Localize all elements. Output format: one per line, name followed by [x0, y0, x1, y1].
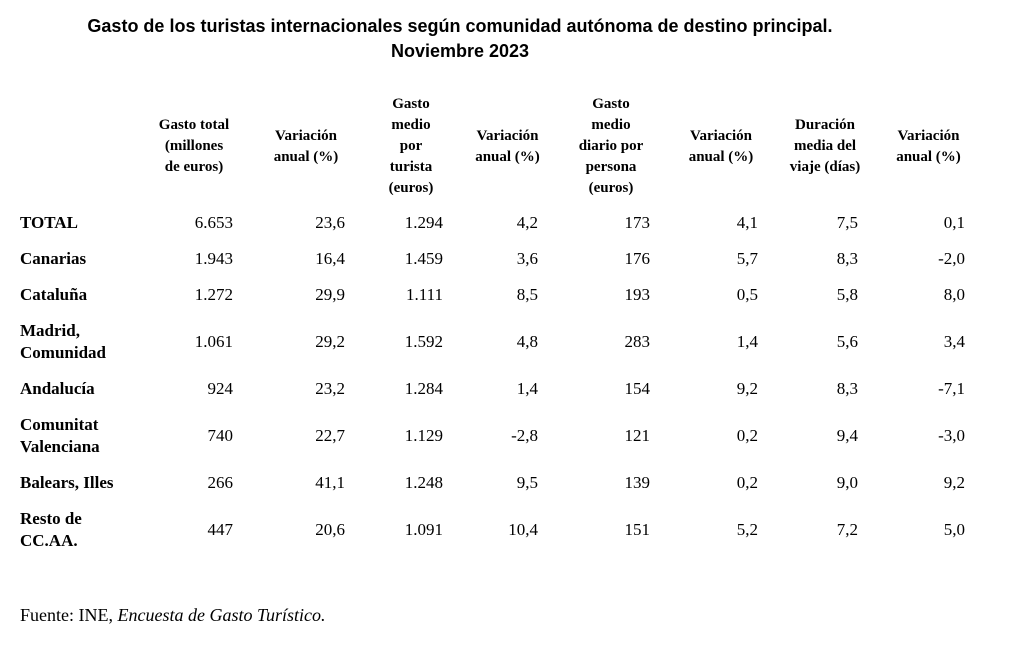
cell: 5,7 — [736, 249, 758, 268]
cell: 447 — [207, 520, 234, 539]
cell: 740 — [207, 426, 234, 445]
cell: 1.091 — [404, 520, 443, 539]
cell: 4,2 — [516, 213, 538, 232]
cell: 121 — [624, 426, 651, 445]
cell: 5,0 — [943, 520, 965, 539]
column-header-variacion-4: Variación anual (%) — [896, 127, 961, 165]
row-label: Cataluña — [20, 285, 88, 304]
cell: 0,2 — [736, 473, 758, 492]
cell: 16,4 — [315, 249, 345, 268]
cell: 1.111 — [406, 285, 443, 304]
source-note: Fuente: INE, Encuesta de Gasto Turístico… — [20, 605, 1027, 626]
cell: 1.061 — [194, 332, 233, 351]
cell: 0,2 — [736, 426, 758, 445]
cell: 6.653 — [194, 213, 233, 232]
cell: 23,2 — [315, 379, 345, 398]
column-header-variacion-1: Variación anual (%) — [273, 127, 339, 165]
cell: 7,5 — [836, 213, 858, 232]
cell: 8,0 — [943, 285, 965, 304]
cell: 9,5 — [516, 473, 538, 492]
table-row-andalucia: Andalucía 924 23,2 1.284 1,4 154 9,2 8,3… — [20, 371, 982, 407]
cell: 5,2 — [736, 520, 758, 539]
table-row-balears: Balears, Illes 266 41,1 1.248 9,5 139 0,… — [20, 465, 982, 501]
table-row-comunitat-valenciana: Comunitat Valenciana 740 22,7 1.129 -2,8… — [20, 407, 982, 465]
column-header-variacion-3: Variación anual (%) — [688, 127, 754, 165]
cell: 8,3 — [836, 249, 858, 268]
cell: 283 — [624, 332, 651, 351]
cell: -2,8 — [511, 426, 538, 445]
cell: 9,0 — [836, 473, 858, 492]
cell: 151 — [624, 520, 651, 539]
page-title: Gasto de los turistas internacionales se… — [20, 14, 900, 64]
cell: 23,6 — [315, 213, 345, 232]
cell: 1.294 — [404, 213, 443, 232]
cell: 193 — [624, 285, 651, 304]
cell: 139 — [624, 473, 651, 492]
row-label: Andalucía — [20, 379, 95, 398]
table-row-cataluna: Cataluña 1.272 29,9 1.111 8,5 193 0,5 5,… — [20, 277, 982, 313]
column-header-gasto-medio-turista: Gasto medio por turista (euros) — [388, 96, 434, 196]
cell: 1,4 — [736, 332, 758, 351]
cell: 4,8 — [516, 332, 538, 351]
cell: 22,7 — [315, 426, 345, 445]
cell: 3,4 — [943, 332, 965, 351]
row-label: Madrid, Comunidad — [20, 321, 106, 362]
cell: 20,6 — [315, 520, 345, 539]
cell: 9,4 — [836, 426, 858, 445]
table-row-madrid: Madrid, Comunidad 1.061 29,2 1.592 4,8 2… — [20, 313, 982, 371]
table-row-canarias: Canarias 1.943 16,4 1.459 3,6 176 5,7 8,… — [20, 241, 982, 277]
statistics-table: Gasto total (millones de euros) Variació… — [20, 88, 982, 559]
cell: 1.943 — [194, 249, 233, 268]
cell: 1,4 — [516, 379, 538, 398]
cell: 5,6 — [836, 332, 858, 351]
cell: 154 — [624, 379, 651, 398]
cell: 8,5 — [516, 285, 538, 304]
cell: 1.248 — [404, 473, 443, 492]
column-header-gasto-medio-diario: Gasto medio diario por persona (euros) — [578, 96, 644, 196]
row-label: Resto de CC.AA. — [20, 509, 82, 550]
cell: 176 — [624, 249, 651, 268]
cell: 924 — [207, 379, 234, 398]
cell: 1.272 — [194, 285, 233, 304]
row-label: Comunitat Valenciana — [20, 415, 100, 456]
cell: -3,0 — [938, 426, 965, 445]
table-row-resto-ccaa: Resto de CC.AA. 447 20,6 1.091 10,4 151 … — [20, 501, 982, 559]
cell: 29,9 — [315, 285, 345, 304]
cell: 1.592 — [404, 332, 443, 351]
page-title-line2: Noviembre 2023 — [390, 41, 530, 61]
table-row-total: TOTAL 6.653 23,6 1.294 4,2 173 4,1 7,5 0… — [20, 205, 982, 241]
column-header-duracion-media: Duración media del viaje (días) — [789, 117, 861, 175]
cell: 1.459 — [404, 249, 443, 268]
header-row: Gasto total (millones de euros) Variació… — [20, 88, 982, 205]
cell: 173 — [624, 213, 651, 232]
cell: 0,5 — [736, 285, 758, 304]
cell: 4,1 — [736, 213, 758, 232]
cell: 1.129 — [404, 426, 443, 445]
cell: 5,8 — [836, 285, 858, 304]
cell: 266 — [207, 473, 234, 492]
corner-cell — [20, 88, 138, 205]
cell: 9,2 — [736, 379, 758, 398]
cell: 0,1 — [943, 213, 965, 232]
column-header-variacion-2: Variación anual (%) — [475, 127, 540, 165]
cell: 41,1 — [315, 473, 345, 492]
source-note-prefix: Fuente: INE, — [20, 605, 118, 625]
cell: 1.284 — [404, 379, 443, 398]
column-header-gasto-total: Gasto total (millones de euros) — [158, 117, 230, 175]
row-label: Canarias — [20, 249, 87, 268]
cell: 9,2 — [943, 473, 965, 492]
cell: 10,4 — [508, 520, 538, 539]
row-label: Balears, Illes — [20, 473, 114, 492]
source-note-survey-title: Encuesta de Gasto Turístico. — [117, 605, 326, 625]
cell: 29,2 — [315, 332, 345, 351]
cell: -2,0 — [938, 249, 965, 268]
row-label: TOTAL — [20, 213, 78, 232]
cell: 3,6 — [516, 249, 538, 268]
page-title-line1: Gasto de los turistas internacionales se… — [87, 16, 833, 36]
cell: -7,1 — [938, 379, 965, 398]
cell: 8,3 — [836, 379, 858, 398]
cell: 7,2 — [836, 520, 858, 539]
